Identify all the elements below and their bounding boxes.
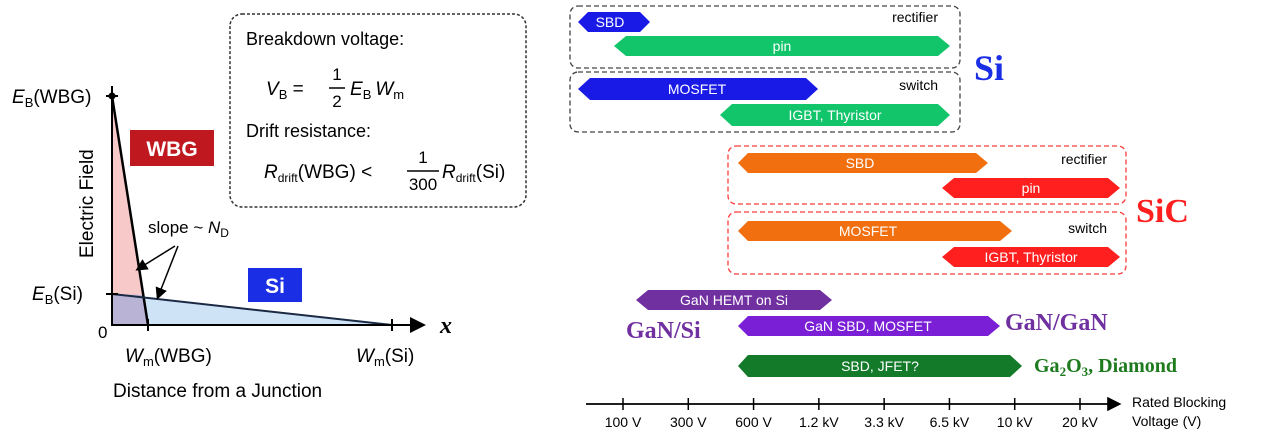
bar-gan-hemt-si: GaN HEMT on Si	[636, 290, 832, 310]
slope-arrow-si	[155, 245, 179, 300]
svg-text:SBD, JFET?: SBD, JFET?	[841, 358, 919, 374]
material-si-label: Si	[974, 48, 1004, 88]
bar-si-sbd: SBD	[578, 12, 650, 32]
material-gan-si-label: GaN/Si	[626, 318, 701, 344]
voltage-tick-label: 300 V	[670, 414, 707, 430]
eb-wbg-label: EB(WBG)	[12, 87, 91, 110]
voltage-tick-label: 1.2 kV	[799, 414, 839, 430]
wm-wbg-label: Wm(WBG)	[125, 346, 212, 369]
eb-wbg-dot	[108, 92, 116, 100]
sic-rectifier-group	[727, 145, 1127, 205]
bar-sic-pin: pin	[942, 178, 1120, 198]
svg-text:300: 300	[409, 175, 437, 194]
x-axis-label: Distance from a Junction	[113, 381, 322, 402]
material-gan-gan-label: GaN/GaN	[1005, 310, 1108, 336]
svg-text:SBD: SBD	[596, 14, 625, 30]
x-axis-symbol: x	[439, 313, 452, 339]
sic-switch-label: switch	[1068, 220, 1107, 236]
eb-si-label: EB(Si)	[32, 284, 83, 307]
drift-resistance-formula: Rdrift(WBG) < 1 300 Rdrift(Si)	[264, 148, 505, 194]
bar-si-pin: pin	[614, 36, 950, 56]
voltage-tick-label: 3.3 kV	[864, 414, 904, 430]
bar-si-igbt: IGBT, Thyristor	[720, 104, 950, 126]
svg-text:GaN SBD, MOSFET: GaN SBD, MOSFET	[804, 318, 932, 334]
sic-rectifier-label: rectifier	[1061, 151, 1107, 167]
si-switch-label: switch	[899, 77, 938, 93]
voltage-range-chart: rectifier switch rectifier switch SBD pi…	[569, 5, 1226, 430]
si-rectifier-label: rectifier	[892, 9, 938, 25]
si-badge	[248, 268, 302, 302]
wbg-badge	[130, 130, 214, 166]
svg-text:VB =: VB =	[266, 79, 304, 102]
voltage-tick-label: 100 V	[605, 414, 642, 430]
bar-sic-mosfet: MOSFET	[738, 221, 1012, 241]
bar-sic-igbt: IGBT, Thyristor	[942, 247, 1120, 267]
slope-label: slope ~ ND	[148, 218, 229, 240]
svg-text:pin: pin	[1022, 180, 1041, 196]
voltage-tick-label: 10 kV	[997, 414, 1033, 430]
si-switch-group	[569, 71, 961, 133]
svg-text:Rdrift(WBG) <: Rdrift(WBG) <	[264, 162, 372, 185]
origin-label: 0	[98, 323, 107, 342]
sic-switch-group	[727, 211, 1127, 275]
bar-si-mosfet: MOSFET	[578, 78, 818, 100]
wm-si-label: Wm(Si)	[356, 346, 414, 369]
svg-text:GaN HEMT on Si: GaN HEMT on Si	[680, 292, 788, 308]
overlap-region	[112, 294, 148, 325]
material-sic-label: SiC	[1136, 193, 1189, 230]
electric-field-diagram: EB(WBG) EB(Si) 0 Electric Field x Wm(WBG…	[12, 86, 452, 402]
voltage-tick-label: 600 V	[735, 414, 772, 430]
material-ga2o3-label: Ga2O3, Diamond	[1034, 355, 1177, 379]
svg-text:1: 1	[418, 148, 427, 167]
bar-sic-sbd: SBD	[738, 153, 988, 173]
svg-text:Rdrift(Si): Rdrift(Si)	[442, 162, 505, 185]
slope-arrow-wbg	[135, 245, 176, 271]
wbg-slope-line	[110, 95, 150, 326]
svg-text:MOSFET: MOSFET	[839, 223, 898, 239]
svg-text:MOSFET: MOSFET	[668, 81, 727, 97]
svg-text:IGBT, Thyristor: IGBT, Thyristor	[984, 249, 1077, 265]
si-rectifier-group	[569, 5, 961, 69]
svg-text:SBD: SBD	[846, 155, 875, 171]
svg-text:pin: pin	[773, 38, 792, 54]
breakdown-voltage-heading: Breakdown voltage:	[246, 29, 404, 49]
si-badge-text: Si	[265, 275, 285, 298]
wbg-badge-text: WBG	[146, 138, 197, 161]
drift-resistance-heading: Drift resistance:	[246, 121, 371, 141]
y-axis-label: Electric Field	[77, 149, 98, 258]
voltage-axis-ticks: 100 V 300 V 600 V 1.2 kV 3.3 kV 6.5 kV 10 kV 20…	[605, 398, 1099, 430]
svg-text:IGBT, Thyristor: IGBT, Thyristor	[788, 107, 881, 123]
breakdown-voltage-formula: VB = 1 2 EB Wm	[266, 65, 404, 111]
svg-text:2: 2	[332, 92, 341, 111]
voltage-tick-label: 6.5 kV	[930, 414, 970, 430]
bar-ga2o3-sbd-jfet: SBD, JFET?	[738, 355, 1022, 377]
formula-box: Breakdown voltage: VB = 1 2 EB Wm Drift r…	[229, 13, 527, 208]
bar-gan-sbd-mosfet: GaN SBD, MOSFET	[738, 316, 1000, 336]
svg-text:1: 1	[332, 65, 341, 84]
voltage-axis-label-line1: Rated Blocking	[1132, 394, 1226, 410]
voltage-axis-label-line2: Voltage (V)	[1132, 413, 1201, 429]
voltage-tick-label: 20 kV	[1062, 414, 1098, 430]
